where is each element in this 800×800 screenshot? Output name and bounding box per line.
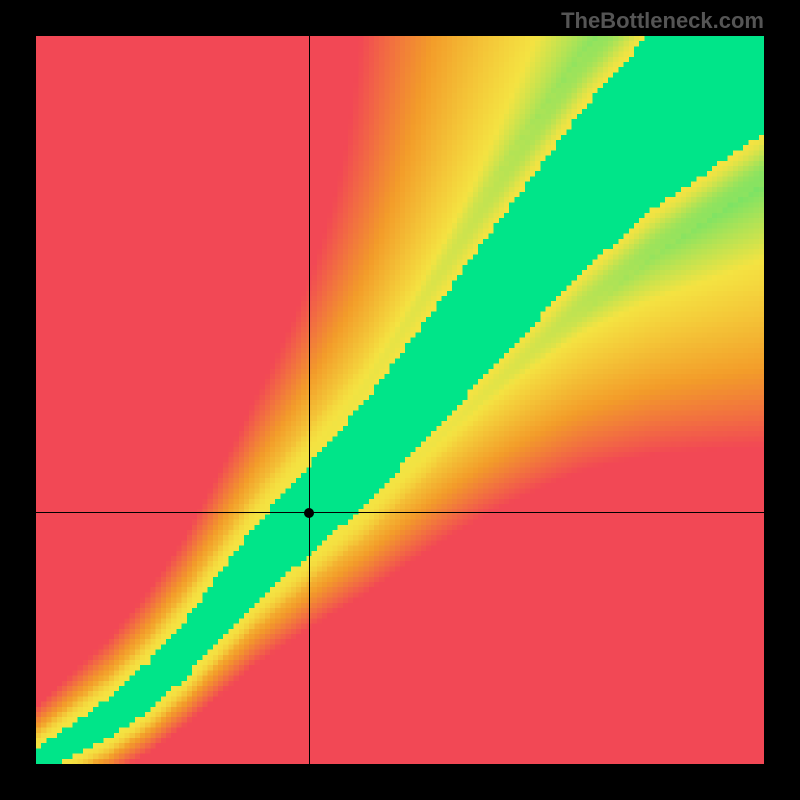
marker-dot	[304, 508, 314, 518]
bottleneck-heatmap	[36, 36, 764, 764]
crosshair-vertical	[309, 36, 310, 764]
crosshair-horizontal	[36, 512, 764, 513]
watermark-text: TheBottleneck.com	[561, 8, 764, 34]
chart-container: TheBottleneck.com	[0, 0, 800, 800]
